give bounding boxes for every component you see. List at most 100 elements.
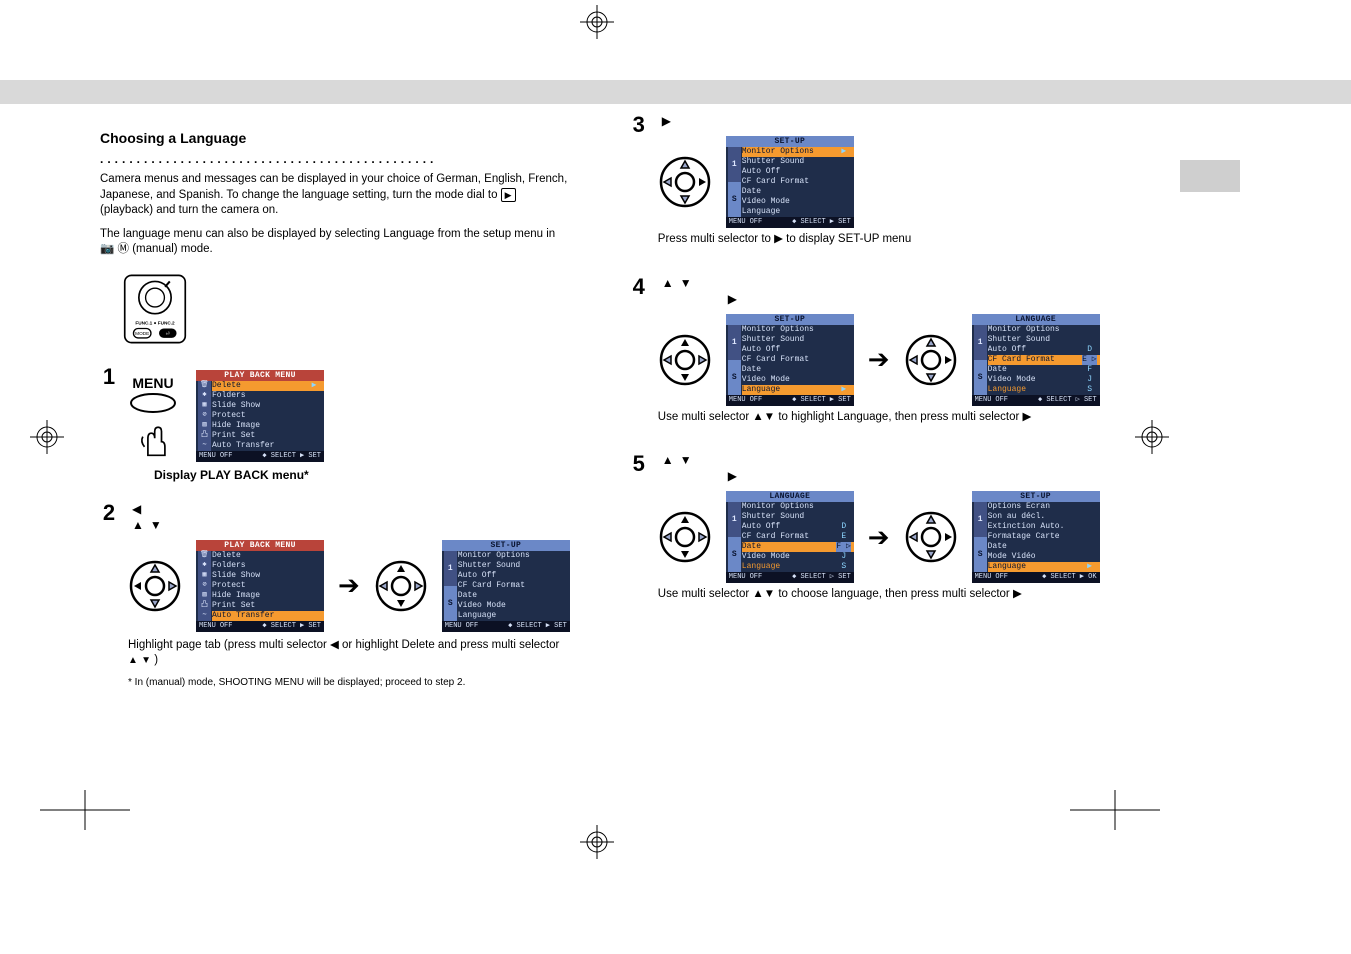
lcd-footer: MENUOFF ◆ SELECT ▶ SET (196, 451, 324, 462)
language-title-e: LANGUAGE (972, 314, 1100, 325)
su3-1: Shutter Sound (742, 157, 804, 167)
lcd-footer-5: MENUOFF ◆ SELECT ▶ SET (726, 395, 854, 406)
lcd-setup-lang-hl: SET-UP 1S Monitor Options Shutter Sound … (726, 314, 854, 406)
su-item-1: Shutter Sound (458, 561, 520, 571)
fr-1: Son au décl. (988, 512, 1046, 522)
pm-item-3: Protect (212, 411, 246, 421)
pm2-item-1: Folders (212, 561, 246, 571)
step-1-number: 1 (100, 364, 118, 390)
su3-6: Language (742, 207, 780, 217)
pm2-item-6: Auto Transfer (212, 611, 274, 621)
multiselector-right-icon (374, 559, 428, 613)
fr-3: Formatage Carte (988, 532, 1060, 542)
setup-title-bar: SET-UP (442, 540, 570, 551)
lcd-language-e: LANGUAGE 1S Monitor Options Shutter Soun… (972, 314, 1100, 406)
lm-4: Date (988, 365, 1007, 375)
su3-5: Video Mode (742, 197, 790, 207)
pm2-item-3: Protect (212, 581, 246, 591)
arrow-right-icon: ➔ (338, 570, 360, 601)
step-2-footnote: * In (manual) mode, SHOOTING MENU will b… (128, 677, 570, 688)
lcd-footer-6: MENUOFF ◆ SELECT ▷ SET (972, 395, 1100, 406)
lcd-footer-7: MENUOFF ◆ SELECT ▷ SET (726, 572, 854, 583)
lmf-4: Date (742, 542, 761, 552)
lcd-setup-menu: SET-UP 1S Monitor Options Shutter Sound … (442, 540, 570, 632)
lcd-setup-fr: SET-UP 1S Options Ecran Son au décl. Ext… (972, 491, 1100, 583)
lmf-code-6: S (837, 562, 851, 572)
su-item-4: Date (458, 591, 477, 601)
lmf-6: Language (742, 562, 780, 572)
step-3-tri: ▶ (662, 114, 1100, 128)
step-2-caption: Highlight page tab (press multi selector… (128, 638, 570, 669)
multiselector-step3-icon (658, 155, 712, 209)
heading-choose-language: Choosing a Language (100, 130, 570, 146)
play-icon: ▶ (501, 188, 516, 202)
lm-6: Language (988, 385, 1026, 395)
menu-button-label: MENU (132, 375, 173, 391)
su3-3: CF Card Format (742, 177, 809, 187)
lm-1: Shutter Sound (988, 335, 1050, 345)
su4-5: Video Mode (742, 375, 790, 385)
su-item-2: Auto Off (458, 571, 496, 581)
language-title-f: LANGUAGE (726, 491, 854, 502)
svg-text:FUNC.1 ● FUNC.2: FUNC.1 ● FUNC.2 (135, 320, 175, 325)
lm-code-2: D (1083, 345, 1097, 355)
playback-title-bar: PLAY BACK MENU (196, 370, 324, 381)
lmf-2: Auto Off (742, 522, 780, 532)
pm-item-5: Print Set (212, 431, 255, 441)
fr-5: Mode Vidéo (988, 552, 1036, 562)
step-5: 5 ▲▼ ▶ LANGUAGE 1S (630, 451, 1100, 611)
su-item-5: Video Mode (458, 601, 506, 611)
pm-item-4: Hide Image (212, 421, 260, 431)
lcd-footer-8: MENUOFF ◆ SELECT ▶ OK (972, 572, 1100, 583)
lcd-playback-menu-autotransfer: PLAY BACK MENU 🗑✱▦⊘▨凸∼ Delete Folders Sl… (196, 540, 324, 632)
lmf-code-2: D (837, 522, 851, 532)
lm-code-6: S (1083, 385, 1097, 395)
pm-item-6: Auto Transfer (212, 441, 274, 451)
fr-6: Language (988, 562, 1026, 572)
lmf-5: Video Mode (742, 552, 790, 562)
lm-5: Video Mode (988, 375, 1036, 385)
fr-2: Extinction Auto. (988, 522, 1065, 532)
lm-3: CF Card Format (988, 355, 1055, 365)
lcd-playback-menu-delete: PLAY BACK MENU 🗑✱▦⊘▨凸∼ Delete▶ Folders S… (196, 370, 324, 462)
step-3-caption: Press multi selector to ▶ to display SET… (658, 232, 1100, 248)
setup-fr-title: SET-UP (972, 491, 1100, 502)
su3-2: Auto Off (742, 167, 780, 177)
lcd-language-f: LANGUAGE 1S Monitor Options Shutter Soun… (726, 491, 854, 583)
step-2-number: 2 (100, 500, 118, 526)
lcd-footer-3: MENUOFF ◆ SELECT ▶ SET (442, 621, 570, 632)
pm-item-2: Slide Show (212, 401, 260, 411)
intro-text-post: (playback) and turn the camera on. (100, 204, 278, 216)
su4-2: Auto Off (742, 345, 780, 355)
camera-manual-icons: 📷 Ⓜ (100, 243, 129, 255)
note-text-post: (manual) mode. (132, 243, 213, 255)
step-1: 1 MENU PLAY BACK ME (100, 364, 570, 482)
setup-title-4: SET-UP (726, 314, 854, 325)
step-5-caption: Use multi selector ▲▼ to choose language… (658, 587, 1100, 603)
lmf-1: Shutter Sound (742, 512, 804, 522)
pm2-item-0: Delete (212, 551, 241, 561)
fr-4: Date (988, 542, 1007, 552)
reg-target-left (30, 420, 64, 454)
multiselector-step5a-icon (658, 510, 712, 564)
step-2-caption-pre: Highlight page tab (press multi selector… (128, 639, 559, 651)
step-3: 3 ▶ SET-UP 1S (630, 112, 1100, 256)
multiselector-step4a-icon (658, 333, 712, 387)
lm-code-5: J (1083, 375, 1097, 385)
pm-item-0: Delete (212, 381, 241, 391)
multiselector-step5b-icon (904, 510, 958, 564)
menu-button-icon (128, 393, 178, 421)
lcd-setup-top-hl: SET-UP 1S Monitor Options▶ Shutter Sound… (726, 136, 854, 228)
step-4-caption: Use multi selector ▲▼ to highlight Langu… (658, 410, 1100, 426)
tri-up-icon: ▲ (128, 656, 138, 666)
crop-mark-bottom-left (40, 790, 130, 833)
lmf-code-5: J (837, 552, 851, 562)
step-2-caption-post: ) (154, 654, 158, 666)
tri-down-icon: ▼ (141, 656, 151, 666)
crop-mark-bottom-right (1070, 790, 1160, 833)
pm-item-1: Folders (212, 391, 246, 401)
arrow-step4-icon: ➔ (868, 344, 890, 375)
top-gray-band (0, 80, 1351, 104)
fr-0: Options Ecran (988, 502, 1050, 512)
su4-0: Monitor Options (742, 325, 814, 335)
